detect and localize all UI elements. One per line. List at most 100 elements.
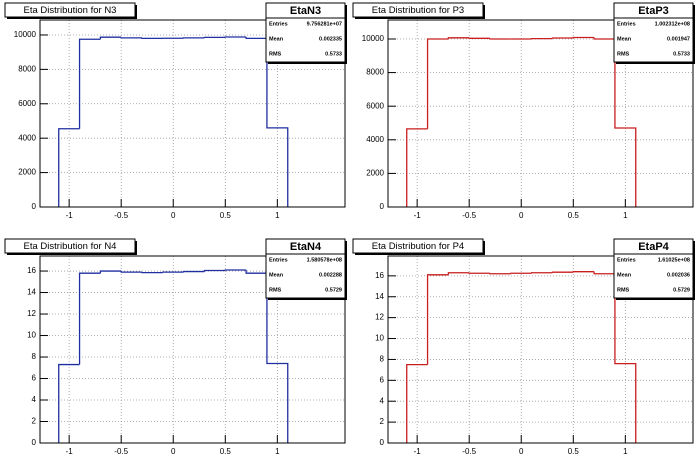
x-tick-label: 0.5 <box>220 211 232 220</box>
histogram-bin <box>203 36 226 39</box>
x-tick-label: -0.5 <box>114 211 128 220</box>
y-tick-label: 16 <box>27 266 36 275</box>
x-tick-label: -1 <box>414 211 422 220</box>
plot-border <box>39 255 346 444</box>
histogram-bin <box>99 36 122 40</box>
histogram-bin <box>426 38 449 129</box>
stats-value: 1.61025e+08 <box>658 257 690 263</box>
stats-value: 1.002312e+08 <box>655 21 690 27</box>
stats-key: Entries <box>269 21 288 27</box>
title-box <box>4 238 136 254</box>
stats-box <box>613 238 694 299</box>
stats-key: Entries <box>617 21 636 27</box>
y-tick-label: 10 <box>27 331 36 340</box>
y-tick-label: 4000 <box>366 135 384 144</box>
stats-value: 9.756281e+07 <box>307 21 342 27</box>
stats-key: Entries <box>269 257 288 263</box>
y-tick-label: 4 <box>32 395 37 404</box>
stats-value: 1.580578e+08 <box>307 257 342 263</box>
y-tick-label: 12 <box>27 309 36 318</box>
y-tick-label: 6 <box>32 374 37 383</box>
x-tick-label: -0.5 <box>462 447 476 456</box>
y-tick-label: 10000 <box>362 34 385 43</box>
x-tick-label: 1 <box>623 211 628 220</box>
stats-value: 0.5733 <box>325 51 342 57</box>
histogram-bin <box>162 271 184 273</box>
y-tick-label: 10000 <box>14 30 37 39</box>
histogram-bin <box>489 273 511 275</box>
x-tick-label: -0.5 <box>462 211 476 220</box>
stats-key: RMS <box>617 51 630 57</box>
stats-value: 0.002335 <box>319 36 342 42</box>
x-tick-label: -1 <box>66 447 74 456</box>
y-tick-label: 2000 <box>366 169 384 178</box>
y-tick-label: 8 <box>32 352 37 361</box>
histogram-bin <box>141 37 163 40</box>
chart-title: Eta Distribution for N3 <box>24 5 117 16</box>
stats-key: RMS <box>269 51 282 57</box>
histogram-bin <box>406 363 428 443</box>
y-tick-label: 14 <box>375 292 384 301</box>
stats-key: Mean <box>269 272 284 278</box>
plot-border <box>39 19 346 208</box>
histogram-bin <box>203 269 226 272</box>
stats-key: Entries <box>617 257 636 263</box>
histogram-bin <box>614 273 637 443</box>
histogram-bin <box>551 37 574 39</box>
y-tick-label: 14 <box>27 288 36 297</box>
x-tick-label: 1 <box>275 211 280 220</box>
stats-box <box>265 238 346 299</box>
y-tick-label: 0 <box>32 438 37 447</box>
stats-key: Mean <box>269 36 284 42</box>
y-tick-label: 6000 <box>366 101 384 110</box>
histogram-bin <box>224 269 247 271</box>
title-box <box>352 2 484 18</box>
histogram-bin <box>426 274 449 365</box>
x-tick-label: -1 <box>66 211 74 220</box>
x-tick-label: 0.5 <box>568 447 580 456</box>
stats-box <box>613 2 694 63</box>
histogram-bin <box>266 273 289 443</box>
histogram-bin <box>489 38 511 40</box>
x-tick-label: -0.5 <box>114 447 128 456</box>
histogram-bin <box>572 36 595 39</box>
x-tick-label: 0 <box>519 447 524 456</box>
stats-name: EtaN3 <box>290 5 321 17</box>
y-tick-label: 0 <box>380 202 385 211</box>
y-tick-label: 8000 <box>18 64 36 73</box>
x-tick-label: 0.5 <box>220 447 232 456</box>
histogram-bin <box>468 272 491 274</box>
stats-name: EtaP3 <box>638 5 669 17</box>
histogram-bin <box>141 272 163 274</box>
histogram-bin <box>510 272 532 274</box>
pad: 0200040006000800010000-1-0.500.51×10³Eta… <box>352 2 695 220</box>
y-tick-label: 16 <box>375 271 384 280</box>
histogram-bin <box>406 128 428 207</box>
y-tick-label: 0 <box>32 202 37 211</box>
x-tick-label: 0 <box>171 447 176 456</box>
chart-title: Eta Distribution for P4 <box>372 241 464 252</box>
histogram-bin <box>245 269 267 274</box>
histogram-bin <box>447 272 470 275</box>
y-tick-label: 2 <box>32 417 37 426</box>
stats-value: 0.002036 <box>667 272 690 278</box>
title-box <box>4 2 136 18</box>
histogram-bin <box>551 271 574 273</box>
y-tick-label: 12 <box>375 313 384 322</box>
stats-name: EtaN4 <box>290 241 322 253</box>
y-tick-label: 4 <box>380 396 385 405</box>
title-box <box>352 238 484 254</box>
stats-value: 0.5733 <box>673 51 690 57</box>
histogram-bin <box>266 38 289 207</box>
y-tick-label: 2 <box>380 417 385 426</box>
stats-key: RMS <box>617 287 630 293</box>
histogram-bin <box>183 270 205 273</box>
histogram-bin <box>120 271 143 273</box>
histogram-bin <box>58 363 80 443</box>
histogram-bin <box>78 38 101 129</box>
pad: 0200040006000800010000-1-0.500.51×10³Eta… <box>4 2 347 220</box>
stats-name: EtaP4 <box>638 241 669 253</box>
